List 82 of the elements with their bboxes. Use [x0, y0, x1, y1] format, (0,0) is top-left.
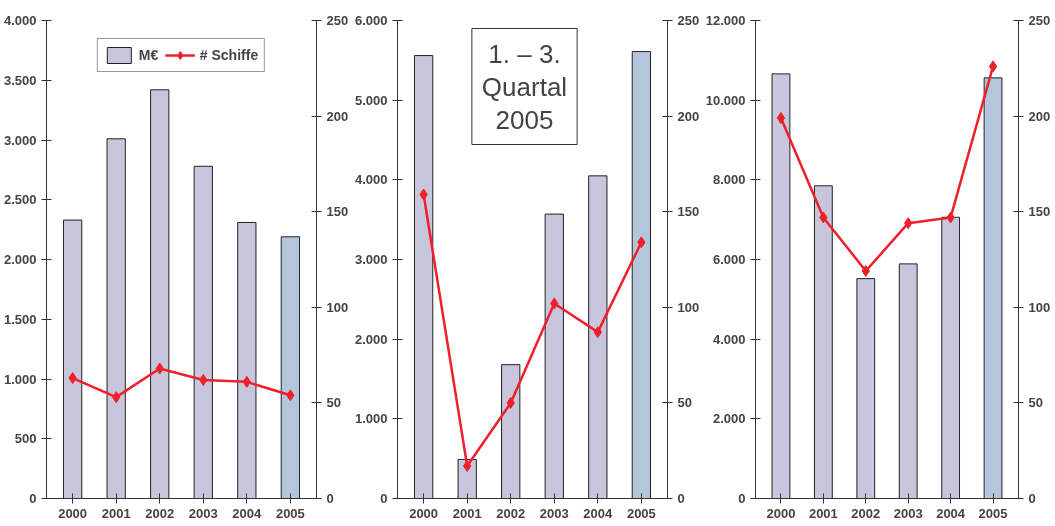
y-tick-label: 2.000	[354, 331, 388, 347]
y-tick-label: 3.000	[354, 252, 388, 267]
x-tick-label: 2005	[275, 505, 305, 521]
y2-tick-label: 200	[1028, 108, 1051, 124]
y-tick-label: 12.000	[705, 13, 746, 28]
x-tick-label: 2003	[539, 505, 569, 521]
y-tick-label: 6.000	[354, 13, 388, 28]
y-tick-label: 8.000	[712, 172, 746, 188]
y-tick-label: 0	[380, 491, 388, 506]
bar	[588, 175, 608, 499]
y2-tick-label: 0	[677, 491, 685, 506]
y-tick-label: 2.000	[712, 411, 746, 427]
x-tick-label: 2000	[58, 505, 88, 521]
y-tick-label: 2.000	[3, 252, 37, 267]
y-tick-label: 4.000	[712, 331, 746, 347]
y2-tick-label: 150	[326, 204, 349, 220]
y-tick-label: 5.000	[354, 92, 388, 108]
y2-tick-label: 250	[326, 13, 349, 28]
legend-label: # Schiffe	[199, 47, 259, 63]
point	[463, 460, 472, 472]
x-tick-label: 2005	[626, 505, 656, 521]
bar	[237, 221, 257, 499]
y-tick-label: 0	[29, 491, 37, 506]
y2-tick-label: 0	[1028, 491, 1036, 506]
bar	[941, 216, 961, 499]
legend-label: M€	[138, 47, 159, 63]
y-tick-label: 1.000	[354, 411, 388, 427]
bar	[150, 89, 170, 499]
point	[776, 112, 786, 125]
y2-tick-label: 100	[326, 299, 349, 315]
y2-tick-label: 100	[1028, 299, 1051, 315]
y2-tick-label: 150	[677, 204, 700, 220]
x-tick-label: 2004	[583, 505, 614, 521]
x-tick-label: 2003	[893, 505, 923, 521]
x-tick-label: 2002	[496, 505, 526, 521]
y2-tick-label: 250	[677, 13, 700, 28]
x-tick-label: 2001	[452, 505, 482, 521]
y-tick-label: 1.000	[3, 371, 37, 387]
point	[988, 60, 998, 73]
y-tick-label: 3.500	[3, 72, 37, 88]
bar	[280, 236, 301, 499]
x-tick-label: 2002	[851, 505, 881, 521]
bar	[62, 219, 83, 499]
y-tick-label: 0	[738, 491, 746, 506]
x-tick-label: 2001	[101, 505, 131, 521]
y-tick-label: 6.000	[712, 252, 746, 267]
y2-tick-label: 0	[326, 491, 334, 506]
bar	[983, 77, 1003, 499]
bar	[413, 55, 434, 499]
bar	[544, 213, 564, 499]
bar	[631, 51, 652, 499]
bar	[898, 263, 918, 499]
y2-tick-label: 50	[677, 395, 692, 411]
y2-tick-label: 50	[326, 395, 341, 411]
y-tick-label: 3.000	[3, 132, 37, 148]
annotation: 1. – 3. Quartal 2005	[481, 38, 568, 135]
x-tick-label: 2004	[232, 505, 263, 521]
bar	[193, 165, 213, 499]
bar	[106, 138, 126, 499]
x-tick-label: 2004	[936, 505, 966, 521]
y-tick-label: 10.000	[705, 92, 746, 108]
y2-tick-label: 150	[1028, 204, 1051, 220]
y2-tick-label: 200	[326, 108, 349, 124]
y-tick-label: 500	[14, 431, 37, 447]
y-tick-label: 1.500	[3, 311, 37, 327]
bar	[501, 364, 521, 499]
y-tick-label: 4.000	[354, 172, 388, 188]
y2-tick-label: 50	[1028, 395, 1043, 411]
y2-tick-label: 250	[1028, 13, 1051, 28]
bar	[813, 185, 833, 499]
y-tick-label: 2.500	[3, 192, 37, 208]
x-tick-label: 2001	[808, 505, 838, 521]
y2-tick-label: 200	[677, 108, 700, 124]
x-tick-label: 2000	[409, 505, 439, 521]
x-tick-label: 2003	[188, 505, 218, 521]
bar	[771, 73, 791, 499]
x-tick-label: 2002	[145, 505, 175, 521]
y2-tick-label: 100	[677, 299, 700, 315]
y-tick-label: 4.000	[3, 13, 37, 28]
x-tick-label: 2005	[978, 505, 1008, 521]
x-tick-label: 2000	[766, 505, 796, 521]
bar	[856, 278, 876, 499]
